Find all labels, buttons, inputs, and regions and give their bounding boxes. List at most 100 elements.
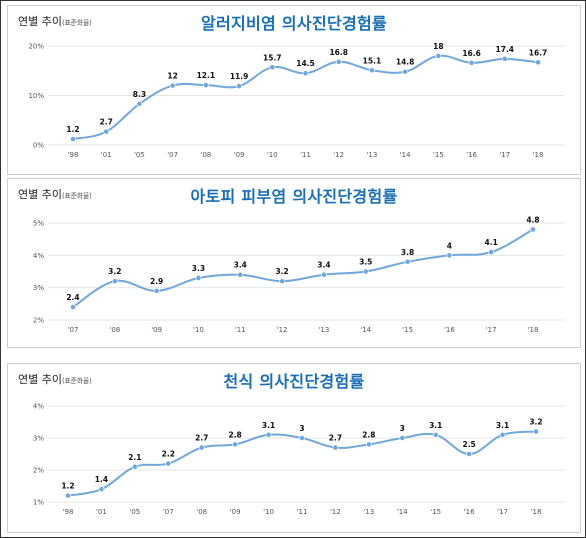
x-tick-label: '18 bbox=[531, 508, 542, 516]
trend-label-note: (표준화율) bbox=[61, 192, 92, 200]
data-label: 1.2 bbox=[61, 482, 74, 491]
data-label: 3.3 bbox=[192, 264, 205, 273]
x-tick-label: '13 bbox=[363, 508, 374, 516]
data-point bbox=[232, 441, 239, 448]
x-tick-label: '13 bbox=[367, 151, 378, 159]
data-point bbox=[70, 304, 76, 310]
data-point bbox=[335, 58, 342, 65]
data-label: 3.8 bbox=[401, 248, 414, 257]
trend-label-note: (표준화율) bbox=[61, 377, 92, 385]
data-label: 18 bbox=[433, 42, 443, 51]
x-tick-label: '98 bbox=[68, 151, 79, 159]
y-tick-label: 3% bbox=[33, 284, 44, 292]
data-label: 2.7 bbox=[100, 118, 113, 127]
data-point bbox=[279, 278, 285, 285]
chart-title: 아토피 피부염 의사진단경험률 bbox=[190, 187, 398, 206]
y-tick-label: 0% bbox=[33, 142, 44, 150]
data-point bbox=[70, 136, 76, 142]
y-tick-label: 3% bbox=[33, 435, 44, 443]
data-point bbox=[533, 428, 539, 435]
data-point bbox=[466, 451, 473, 457]
data-point bbox=[269, 64, 276, 71]
data-label: 3.2 bbox=[108, 267, 121, 276]
x-tick-label: '14 bbox=[360, 326, 371, 334]
data-label: 2.5 bbox=[462, 440, 475, 449]
x-tick-label: '15 bbox=[430, 508, 441, 516]
trend-label: 연별 추이(표준화율) bbox=[18, 186, 92, 202]
data-point bbox=[195, 275, 202, 281]
data-point bbox=[165, 460, 172, 467]
x-tick-label: '98 bbox=[63, 508, 74, 516]
data-point bbox=[535, 59, 541, 66]
trend-label-main: 연별 추이 bbox=[18, 373, 62, 386]
x-tick-label: '17 bbox=[486, 326, 497, 334]
data-label: 3.2 bbox=[275, 267, 288, 276]
y-tick-label: 10% bbox=[28, 92, 44, 100]
data-point bbox=[131, 463, 138, 470]
data-label: 2.9 bbox=[150, 277, 163, 286]
data-label: 1.4 bbox=[95, 475, 108, 484]
data-label: 3.4 bbox=[317, 261, 330, 270]
x-tick-label: '16 bbox=[464, 508, 475, 516]
data-point bbox=[299, 435, 305, 441]
data-label: 2.1 bbox=[128, 453, 141, 462]
data-label: 16.7 bbox=[529, 48, 548, 57]
data-label: 2.8 bbox=[362, 430, 375, 439]
data-point bbox=[236, 83, 242, 89]
x-tick-label: '07 bbox=[163, 508, 174, 516]
data-label: 3 bbox=[400, 424, 405, 433]
data-point bbox=[501, 55, 508, 62]
y-tick-label: 4% bbox=[33, 403, 44, 411]
chart-panel-atopic-dermatitis: 연별 추이(표준화율) 아토피 피부염 의사진단경험률 2% 3% 4% 5% '07 '… bbox=[7, 178, 581, 348]
trend-label: 연별 추이(표준화율) bbox=[18, 13, 92, 29]
data-label: 3.1 bbox=[496, 421, 509, 430]
y-tick-label: 5% bbox=[33, 220, 44, 228]
x-tick-label: '05 bbox=[129, 508, 140, 516]
data-label: 2.7 bbox=[329, 434, 342, 443]
y-tick-label: 2% bbox=[33, 467, 44, 475]
data-label: 11.9 bbox=[230, 72, 249, 81]
data-point bbox=[362, 268, 369, 275]
chart-title: 천식 의사진단경험률 bbox=[223, 372, 365, 391]
data-point bbox=[332, 444, 339, 451]
x-tick-label: '10 bbox=[267, 151, 278, 159]
x-tick-label: '09 bbox=[234, 151, 245, 159]
chart-panel-allergic-rhinitis: 연별 추이(표준화율) 알러지비염 의사진단경험률 0% 10% 20% '98 '01… bbox=[7, 5, 581, 175]
data-point bbox=[302, 70, 309, 77]
data-label: 3 bbox=[299, 424, 304, 433]
x-tick-label: '14 bbox=[397, 508, 408, 516]
data-label: 2.4 bbox=[66, 293, 79, 302]
x-tick-label: '08 bbox=[196, 508, 207, 516]
y-tick-label: 2% bbox=[33, 317, 44, 325]
y-tick-label: 20% bbox=[28, 43, 44, 51]
x-tick-label: '14 bbox=[400, 151, 411, 159]
line-chart-atopic-dermatitis: 2% 3% 4% 5% '07 '08 '09 '10 '11 '12 '13 '14 '15 '16 '1… bbox=[33, 215, 564, 334]
data-point bbox=[321, 271, 327, 278]
x-tick-label: '01 bbox=[101, 151, 112, 159]
data-label: 16.6 bbox=[462, 49, 481, 58]
data-label: 8.3 bbox=[133, 90, 146, 99]
data-point bbox=[404, 258, 411, 265]
data-point bbox=[169, 82, 176, 89]
x-tick-label: '15 bbox=[402, 326, 413, 334]
x-tick-label: '17 bbox=[497, 508, 508, 516]
chart-title: 알러지비염 의사진단경험률 bbox=[200, 14, 388, 33]
x-tick-label: '08 bbox=[200, 151, 211, 159]
x-tick-label: '08 bbox=[109, 326, 120, 334]
data-label: 4.1 bbox=[485, 238, 498, 247]
x-tick-label: '11 bbox=[235, 326, 246, 334]
data-point bbox=[198, 444, 205, 451]
data-label: 16.8 bbox=[329, 48, 348, 57]
data-label: 14.8 bbox=[396, 58, 415, 67]
x-tick-label: '09 bbox=[230, 508, 241, 516]
data-label: 2.7 bbox=[195, 434, 208, 443]
data-label: 17.4 bbox=[496, 45, 515, 54]
x-tick-label: '18 bbox=[528, 326, 539, 334]
chart-panel-asthma: 연별 추이(표준화율) 천식 의사진단경험률 1% 2% 3% 4% '98 '01 '05… bbox=[7, 363, 581, 533]
data-point bbox=[499, 431, 506, 438]
x-tick-label: '07 bbox=[68, 326, 79, 334]
data-label: 15.7 bbox=[263, 53, 282, 62]
data-point bbox=[65, 492, 71, 499]
data-label: 4.8 bbox=[526, 215, 539, 224]
data-label: 4 bbox=[447, 241, 452, 250]
